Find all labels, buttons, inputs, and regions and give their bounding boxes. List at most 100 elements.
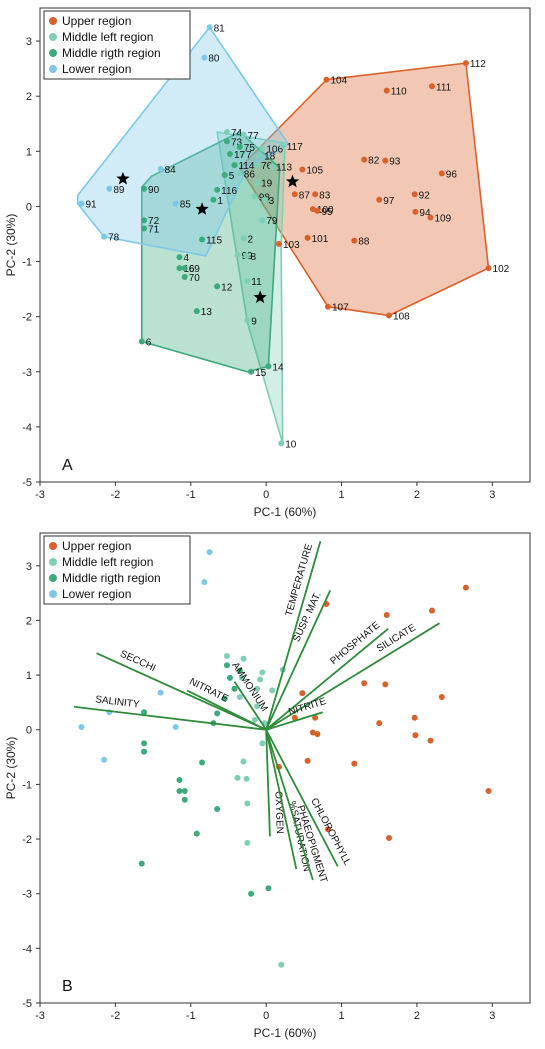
y-tick-label: -3 <box>22 367 32 379</box>
data-point <box>226 674 233 681</box>
data-point <box>244 800 251 807</box>
data-point <box>199 236 206 243</box>
data-point <box>234 774 241 781</box>
point-label: 100 <box>317 205 334 216</box>
point-label: 104 <box>330 76 347 87</box>
data-point <box>239 151 246 158</box>
point-label: 81 <box>214 23 226 34</box>
point-label: 84 <box>165 165 177 176</box>
data-point <box>251 716 258 723</box>
y-tick-label: -4 <box>22 422 32 434</box>
data-point <box>324 303 331 310</box>
point-label: 2 <box>248 234 254 245</box>
data-point <box>462 60 469 67</box>
point-label: 17 <box>234 150 246 161</box>
data-point <box>278 440 285 447</box>
data-point <box>299 690 306 697</box>
data-point <box>141 740 148 747</box>
point-label: 78 <box>108 233 120 244</box>
data-point <box>240 131 247 138</box>
point-label: 72 <box>148 216 160 227</box>
legend-label: Middle left region <box>62 30 153 44</box>
data-point <box>231 162 238 169</box>
point-label: 7 <box>246 150 252 161</box>
data-point <box>141 709 148 716</box>
loading-vector <box>96 652 267 731</box>
data-point <box>201 54 208 61</box>
point-label: 102 <box>493 264 510 275</box>
point-label: 6 <box>146 337 152 348</box>
x-tick-label: -2 <box>110 1010 120 1022</box>
data-point <box>411 714 418 721</box>
x-tick-label: 2 <box>414 489 420 501</box>
data-point <box>324 826 331 833</box>
x-tick-label: -1 <box>186 1010 196 1022</box>
point-label: 18 <box>264 152 276 163</box>
loading-vector <box>186 689 267 731</box>
data-point <box>223 662 230 669</box>
data-point <box>223 652 230 659</box>
data-point <box>157 689 164 696</box>
data-point <box>181 265 188 272</box>
data-point <box>240 235 247 242</box>
data-point <box>221 695 228 702</box>
point-label: 76 <box>261 161 273 172</box>
data-point <box>176 787 183 794</box>
data-point <box>141 217 148 224</box>
data-point <box>236 170 243 177</box>
data-point <box>269 687 276 694</box>
data-point <box>259 740 266 747</box>
data-point <box>259 145 266 152</box>
data-point <box>361 156 368 163</box>
legend-marker <box>49 542 57 550</box>
data-point <box>254 162 261 169</box>
data-point <box>240 758 247 765</box>
data-point <box>199 759 206 766</box>
data-point <box>239 674 246 681</box>
data-point <box>231 685 238 692</box>
data-point <box>254 703 261 710</box>
legend-marker <box>49 65 57 73</box>
legend-label: Upper region <box>62 539 131 553</box>
data-point <box>214 186 221 193</box>
plot-frame <box>39 7 531 483</box>
point-label: 75 <box>244 143 256 154</box>
point-label: 106 <box>266 145 283 156</box>
centroid-star <box>116 171 130 185</box>
point-label: 110 <box>391 87 407 98</box>
data-point <box>138 338 145 345</box>
y-tick-label: -5 <box>22 477 32 489</box>
data-point <box>236 143 243 150</box>
data-point <box>193 830 200 837</box>
data-point <box>386 834 393 841</box>
point-label: 85 <box>180 200 192 211</box>
panel-label: A <box>62 457 73 474</box>
loading-vector <box>73 705 267 731</box>
data-point <box>141 748 148 755</box>
legend-label: Middle rigth region <box>62 46 161 60</box>
point-label: 77 <box>248 131 260 142</box>
data-point <box>214 283 221 290</box>
data-point <box>172 724 179 731</box>
point-label: 114 <box>238 161 254 172</box>
data-point <box>176 265 183 272</box>
point-label: 87 <box>299 190 311 201</box>
point-label: 112 <box>470 59 486 70</box>
data-point <box>312 714 319 721</box>
legend-marker <box>49 17 57 25</box>
data-point <box>376 720 383 727</box>
data-point <box>221 172 228 179</box>
y-tick-label: -5 <box>22 998 32 1010</box>
data-point <box>236 667 243 674</box>
point-label: 109 <box>434 213 451 224</box>
data-point <box>269 163 276 170</box>
legend-box <box>43 10 191 80</box>
data-point <box>244 839 251 846</box>
point-label: 96 <box>446 169 458 180</box>
data-point <box>462 584 469 591</box>
x-tick-label: 2 <box>414 1010 420 1022</box>
point-label: 14 <box>272 362 284 373</box>
point-label: 117 <box>287 142 303 153</box>
